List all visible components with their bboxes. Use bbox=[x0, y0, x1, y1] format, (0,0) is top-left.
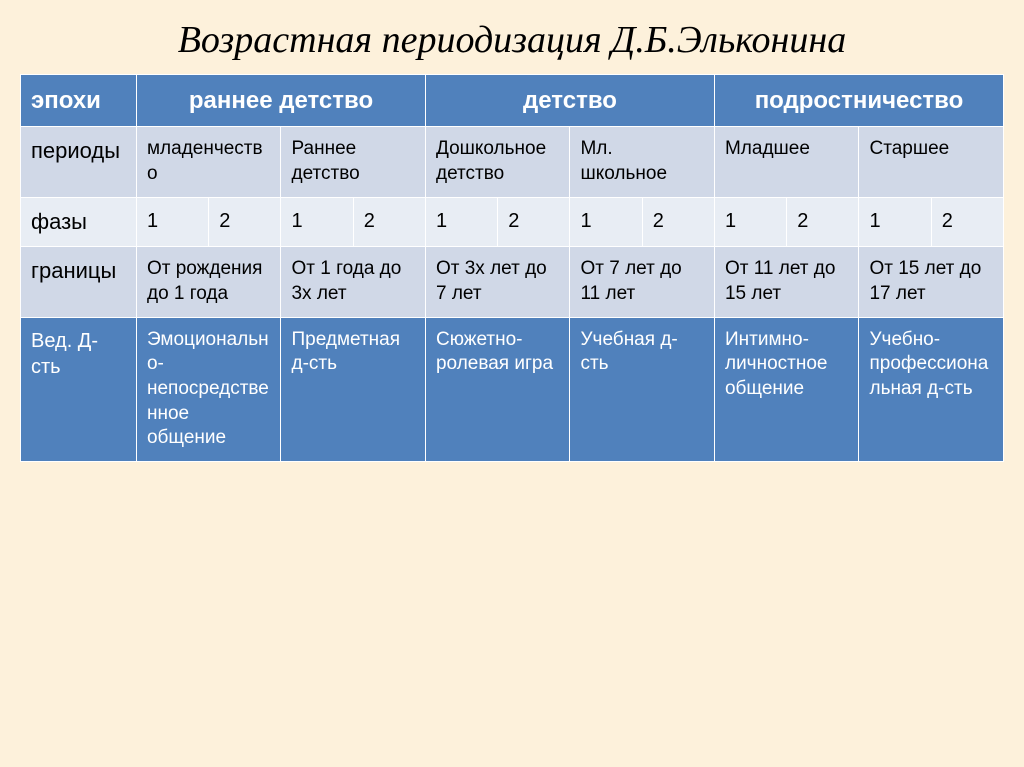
row-epochs: эпохи раннее детство детство подростниче… bbox=[21, 75, 1004, 127]
period-cell: Мл. школьное bbox=[570, 127, 715, 197]
row-activity: Вед. Д-сть Эмоционально-непосредственное… bbox=[21, 317, 1004, 461]
epoch-cell: раннее детство bbox=[136, 75, 425, 127]
bounds-cell: От 11 лет до 15 лет bbox=[714, 247, 859, 317]
epoch-cell: детство bbox=[425, 75, 714, 127]
period-cell: Дошкольное детство bbox=[425, 127, 570, 197]
phase-cell: 1 bbox=[570, 197, 642, 247]
bounds-cell: От 3х лет до 7 лет bbox=[425, 247, 570, 317]
period-cell: Раннее детство bbox=[281, 127, 426, 197]
activity-cell: Эмоционально-непосредственное общение bbox=[136, 317, 281, 461]
activity-cell: Сюжетно-ролевая игра bbox=[425, 317, 570, 461]
row-phases: фазы 1 2 1 2 1 2 1 2 1 2 1 2 bbox=[21, 197, 1004, 247]
label-epochs: эпохи bbox=[21, 75, 137, 127]
phase-cell: 1 bbox=[714, 197, 786, 247]
bounds-cell: От 1 года до 3х лет bbox=[281, 247, 426, 317]
label-periods: периоды bbox=[21, 127, 137, 197]
periodization-table: эпохи раннее детство детство подростниче… bbox=[20, 74, 1004, 462]
bounds-cell: От рождения до 1 года bbox=[136, 247, 281, 317]
period-cell: младенчество bbox=[136, 127, 281, 197]
row-bounds: границы От рождения до 1 года От 1 года … bbox=[21, 247, 1004, 317]
period-cell: Старшее bbox=[859, 127, 1004, 197]
label-bounds: границы bbox=[21, 247, 137, 317]
phase-cell: 1 bbox=[859, 197, 931, 247]
label-phases: фазы bbox=[21, 197, 137, 247]
bounds-cell: От 7 лет до 11 лет bbox=[570, 247, 715, 317]
phase-cell: 1 bbox=[425, 197, 497, 247]
phase-cell: 2 bbox=[498, 197, 570, 247]
phase-cell: 2 bbox=[353, 197, 425, 247]
phase-cell: 1 bbox=[281, 197, 353, 247]
phase-cell: 2 bbox=[931, 197, 1003, 247]
phase-cell: 1 bbox=[136, 197, 208, 247]
activity-cell: Предметная д-сть bbox=[281, 317, 426, 461]
phase-cell: 2 bbox=[787, 197, 859, 247]
phase-cell: 2 bbox=[209, 197, 281, 247]
label-activity: Вед. Д-сть bbox=[21, 317, 137, 461]
period-cell: Младшее bbox=[714, 127, 859, 197]
phase-cell: 2 bbox=[642, 197, 714, 247]
epoch-cell: подростничество bbox=[714, 75, 1003, 127]
row-periods: периоды младенчество Раннее детство Дошк… bbox=[21, 127, 1004, 197]
activity-cell: Учебно-профессиональная д-сть bbox=[859, 317, 1004, 461]
activity-cell: Учебная д-сть bbox=[570, 317, 715, 461]
page-title: Возрастная периодизация Д.Б.Эльконина bbox=[20, 18, 1004, 62]
activity-cell: Интимно-личностное общение bbox=[714, 317, 859, 461]
bounds-cell: От 15 лет до 17 лет bbox=[859, 247, 1004, 317]
